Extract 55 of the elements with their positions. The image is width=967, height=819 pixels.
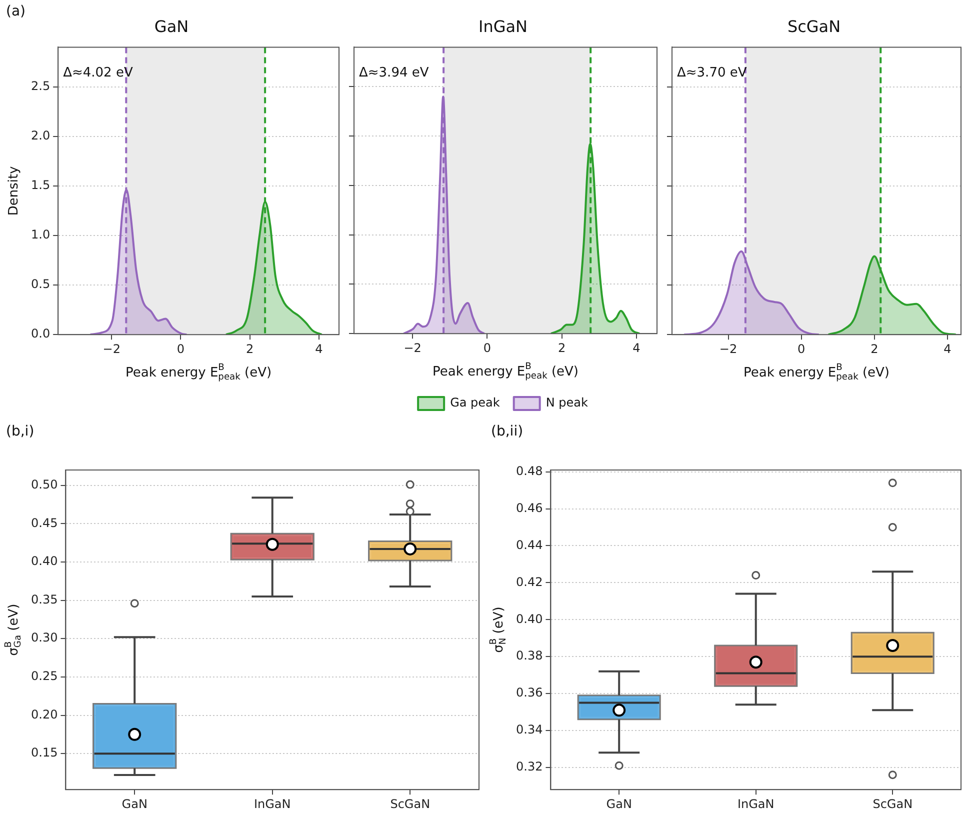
x-tick-label: 0: [483, 340, 492, 355]
annotation: Δ≈4.02 eV: [63, 66, 133, 81]
x-tick-label: −2: [719, 342, 738, 356]
annotation: Δ≈3.70 eV: [677, 66, 747, 81]
legend-label: N peak: [546, 396, 588, 410]
y-axis-title: Density: [6, 166, 22, 216]
y-tick-label: 0.40: [31, 554, 58, 568]
y-axis-title: σBGa (eV): [4, 604, 24, 656]
y-tick-label: 1.5: [30, 178, 50, 192]
text: (b,ii): [491, 424, 524, 440]
y-tick-label: 0.5: [30, 277, 50, 292]
x-tick-label: GaN: [606, 796, 632, 811]
chart-title: ScGaN: [787, 16, 841, 36]
y-tick-label: 0.25: [31, 669, 58, 684]
text: (a): [6, 4, 26, 20]
x-tick-label: ScGaN: [390, 796, 430, 811]
x-tick-label: 4: [315, 342, 323, 356]
x-tick-label: 4: [944, 342, 952, 356]
y-tick-label: 0.35: [31, 592, 58, 606]
chart-title: GaN: [154, 16, 189, 36]
x-tick-label: −2: [404, 340, 422, 355]
y-tick-label: 0.48: [516, 464, 543, 478]
text: (b,i): [6, 424, 34, 440]
y-tick-label: 0.36: [516, 686, 543, 700]
y-tick-label: 0.42: [516, 574, 543, 589]
x-tick-label: ScGaN: [872, 796, 913, 811]
x-tick-label: 2: [870, 342, 878, 356]
y-tick-label: 0.40: [516, 612, 543, 626]
x-tick-label: InGaN: [737, 796, 774, 811]
y-tick-label: 1.0: [30, 228, 50, 242]
y-tick-label: 0.46: [516, 500, 543, 515]
x-tick-label: −2: [102, 342, 120, 356]
y-axis-title: σBN (eV): [489, 606, 508, 653]
y-tick-label: 2.0: [30, 128, 50, 143]
x-tick-label: 2: [246, 342, 254, 356]
y-tick-label: 0.44: [516, 538, 543, 552]
annotation: Δ≈3.94 eV: [359, 66, 429, 81]
y-tick-label: 0.30: [31, 630, 58, 645]
y-tick-label: 0.20: [31, 707, 58, 722]
y-tick-label: 0.32: [516, 760, 543, 774]
x-tick-label: InGaN: [254, 796, 291, 811]
legend-label: Ga peak: [450, 396, 500, 410]
x-tick-label: 0: [798, 342, 806, 356]
y-tick-label: 0.34: [516, 722, 543, 737]
y-tick-label: 0.50: [31, 477, 58, 492]
x-tick-label: 4: [632, 340, 640, 355]
y-tick-label: 0.45: [31, 516, 58, 530]
y-tick-label: 2.5: [30, 78, 50, 93]
y-tick-label: 0.0: [30, 326, 50, 341]
chart-title: InGaN: [478, 16, 528, 36]
x-tick-label: 2: [558, 340, 566, 355]
x-tick-label: GaN: [122, 796, 148, 811]
y-tick-label: 0.15: [31, 746, 58, 760]
y-tick-label: 0.38: [516, 648, 543, 663]
x-tick-label: 0: [176, 342, 185, 356]
